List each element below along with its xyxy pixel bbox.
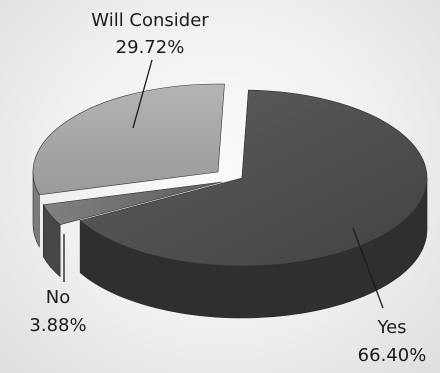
leader-line-will-consider xyxy=(132,59,153,129)
slice-top-no xyxy=(42,181,223,225)
data-label-name-will-consider: Will Consider xyxy=(91,10,209,31)
slice-top-yes xyxy=(79,89,428,267)
slice-no xyxy=(42,181,223,278)
data-label-value-will-consider: 29.72% xyxy=(116,37,185,58)
data-label-value-yes: 66.40% xyxy=(358,345,427,366)
leader-line-yes xyxy=(352,227,384,309)
slice-top-will-consider xyxy=(32,83,225,196)
data-label-name-no: No xyxy=(46,287,70,308)
slice-will-consider xyxy=(32,83,225,248)
data-label-name-yes: Yes xyxy=(376,317,406,338)
data-label-value-no: 3.88% xyxy=(29,315,86,336)
